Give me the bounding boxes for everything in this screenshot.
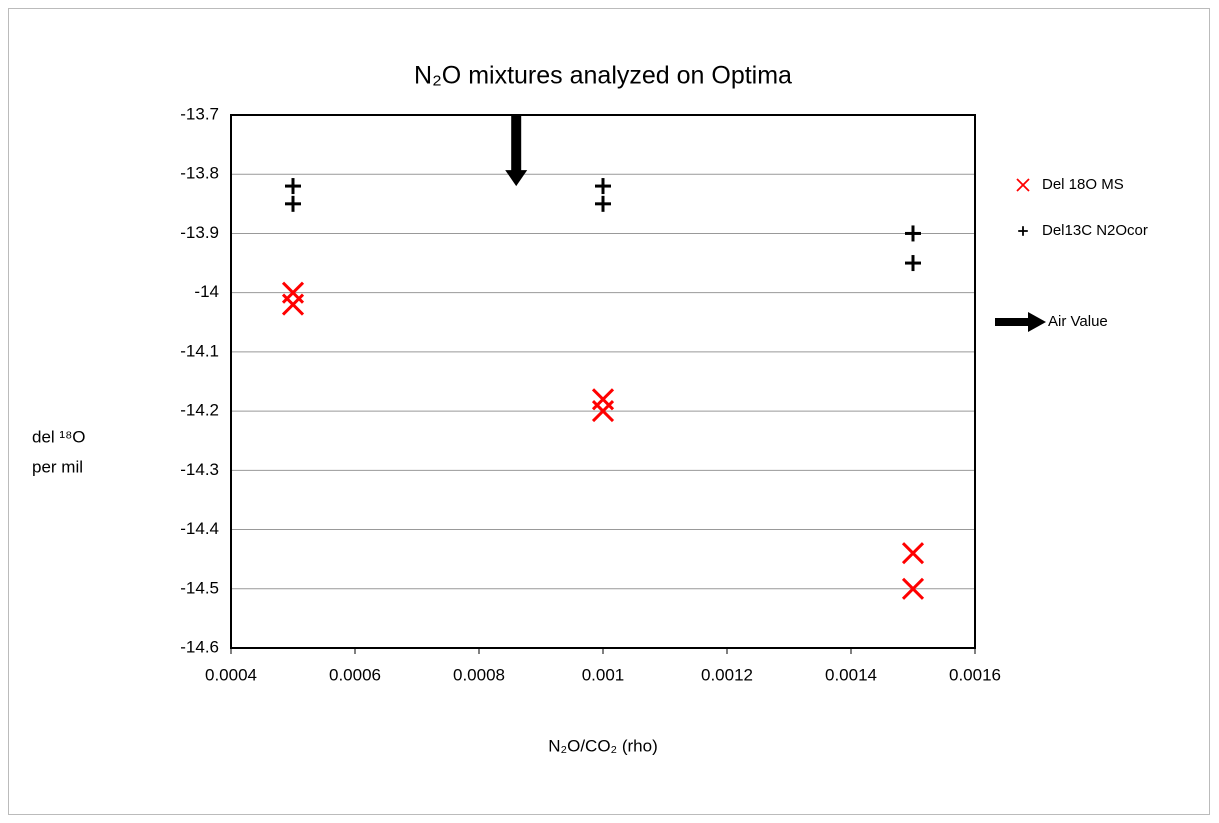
y-axis-label: per mil	[32, 457, 83, 476]
plot-frame	[230, 114, 976, 649]
arrow-head	[505, 170, 528, 187]
y-tick-label: -14.4	[180, 519, 219, 538]
legend-glyph	[1018, 226, 1028, 236]
x-tick-label: 0.0016	[949, 665, 1001, 684]
y-tick-label: -14.5	[180, 578, 219, 597]
x-axis-label: N₂O/CO₂ (rho)	[548, 736, 658, 755]
point	[285, 195, 301, 212]
legend-label: Del 18O MS	[1042, 176, 1124, 193]
x-tick-label: 0.0014	[825, 665, 877, 684]
point-stroke	[281, 293, 305, 316]
y-tick-label: -14.3	[180, 460, 219, 479]
y-tick-label: -13.9	[180, 223, 219, 242]
y-tick-label: -14.6	[180, 637, 219, 656]
y-axis-label: del ¹⁸O	[32, 427, 85, 446]
point	[281, 293, 305, 316]
point-stroke	[591, 400, 615, 423]
legend-glyph	[1016, 178, 1030, 192]
legend-glyph-stroke	[1016, 178, 1030, 192]
point	[595, 178, 611, 195]
point-stroke	[901, 577, 925, 600]
x-tick-label: 0.0004	[205, 665, 257, 684]
legend-label: Air Value	[1048, 313, 1108, 330]
point	[901, 542, 925, 565]
legend-marker	[1018, 226, 1028, 236]
y-tick-label: -13.7	[180, 104, 219, 123]
point-stroke	[901, 542, 925, 565]
point	[285, 178, 301, 195]
legend-marker	[1016, 178, 1030, 192]
x-tick-label: 0.0012	[701, 665, 753, 684]
point	[595, 195, 611, 212]
y-tick-label: -13.8	[180, 164, 219, 183]
point	[905, 255, 921, 272]
x-tick-label: 0.0006	[329, 665, 381, 684]
y-tick-label: -14	[194, 282, 219, 301]
point	[901, 577, 925, 600]
y-tick-label: -14.1	[180, 341, 219, 360]
legend-marker	[1028, 312, 1046, 332]
y-tick-label: -14.2	[180, 401, 219, 420]
point	[905, 225, 921, 242]
x-tick-label: 0.001	[582, 665, 625, 684]
legend-label: Del13C N2Ocor	[1042, 222, 1148, 239]
chart-title: N₂O mixtures analyzed on Optima	[414, 62, 792, 90]
x-tick-label: 0.0008	[453, 665, 505, 684]
arrow-marker	[505, 115, 528, 187]
point	[591, 400, 615, 423]
